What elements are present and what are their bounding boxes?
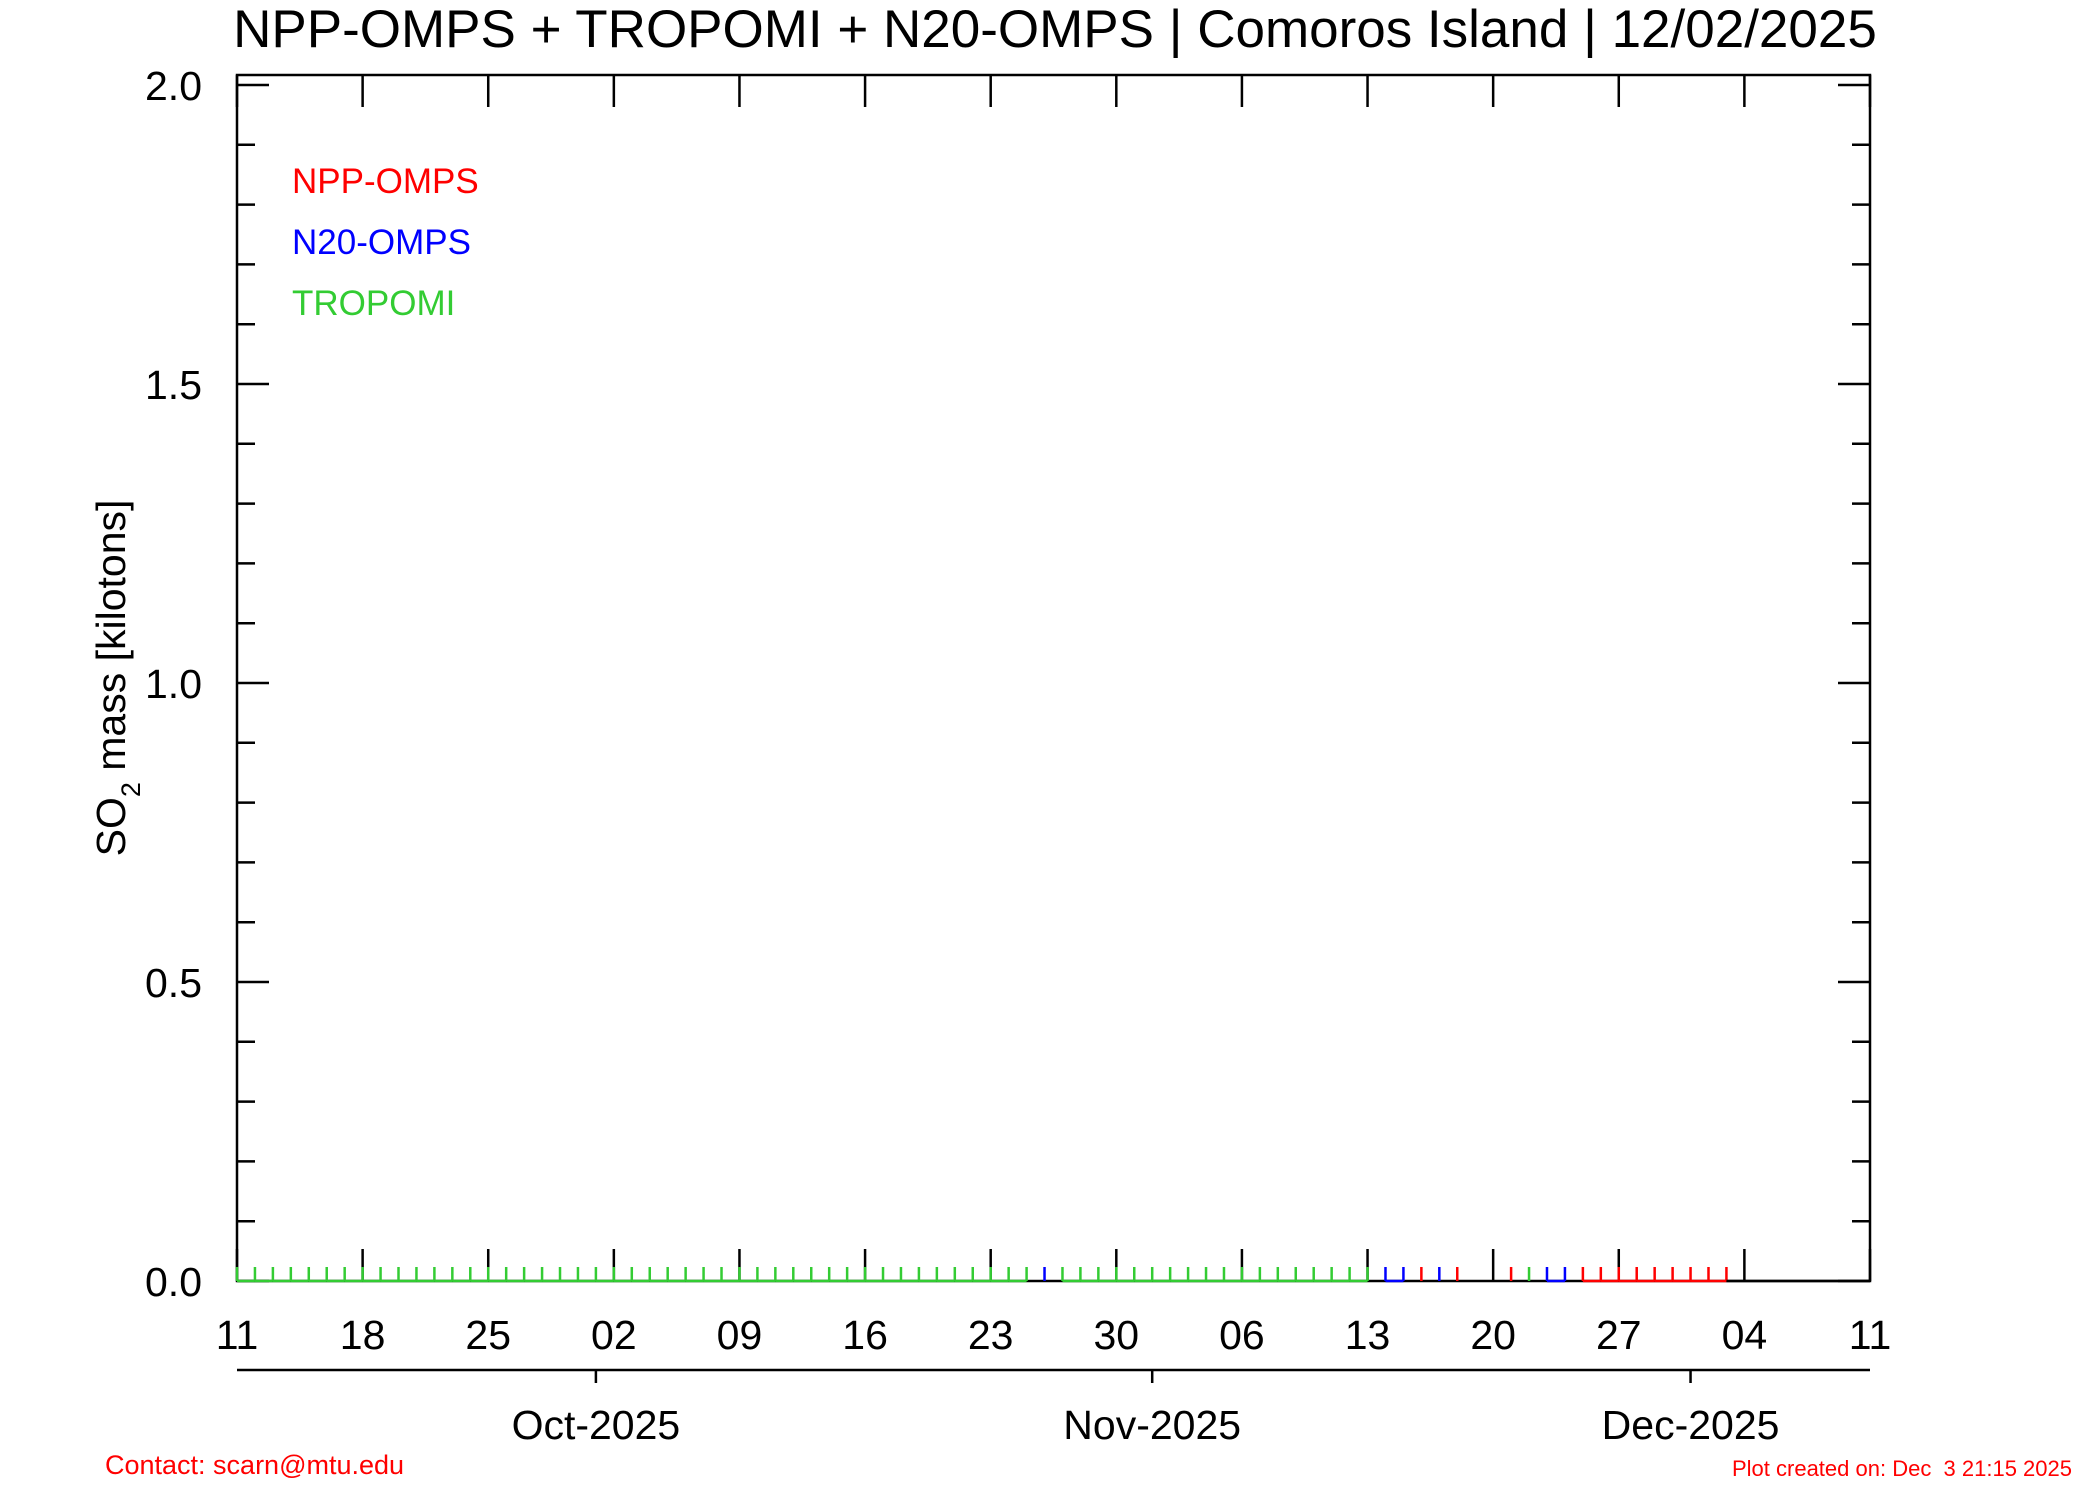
- series-npp-omps: [1420, 1267, 1728, 1283]
- month-label: Dec-2025: [1602, 1402, 1780, 1448]
- plot-created-text: Plot created on: Dec 3 21:15 2025: [1732, 1456, 2072, 1481]
- y-tick-label: 1.0: [145, 661, 202, 707]
- y-axis-label-rest: mass [kilotons]: [88, 500, 134, 783]
- x-tick-label: 20: [1470, 1312, 1516, 1358]
- y-axis-label-subscript: 2: [116, 782, 146, 797]
- series-layer: [235, 1267, 1870, 1283]
- legend-entry-n20-omps: N20-OMPS: [292, 223, 471, 262]
- legend-entry-npp-omps: NPP-OMPS: [292, 162, 479, 201]
- y-axis-label-main: SO: [88, 797, 134, 856]
- contact-text: Contact: scarn@mtu.edu: [105, 1450, 404, 1480]
- legend: NPP-OMPS N20-OMPS TROPOMI: [292, 162, 479, 323]
- y-tick-label: 2.0: [145, 63, 202, 109]
- x-tick-label: 25: [465, 1312, 511, 1358]
- x-tick-label: 23: [968, 1312, 1014, 1358]
- x-tick-label: 16: [842, 1312, 888, 1358]
- x-tick-label: 30: [1094, 1312, 1140, 1358]
- month-label: Oct-2025: [512, 1402, 681, 1448]
- y-axis-label: SO2 mass [kilotons]: [88, 500, 146, 857]
- x-tick-label: 13: [1345, 1312, 1391, 1358]
- x-tick-label: 04: [1722, 1312, 1768, 1358]
- x-tick-label: 09: [717, 1312, 763, 1358]
- x-tick-label: 11: [1849, 1312, 1892, 1358]
- y-tick-label: 1.5: [145, 362, 202, 408]
- chart-title: NPP-OMPS + TROPOMI + N20-OMPS | Comoros …: [233, 0, 1877, 59]
- month-axis: Oct-2025 Nov-2025 Dec-2025: [237, 1368, 1870, 1448]
- series-n20-omps: [1043, 1267, 1567, 1283]
- y-tick-label: 0.0: [145, 1259, 202, 1305]
- y-axis: 0.0 0.5 1.0 1.5 2.0: [145, 63, 1870, 1305]
- x-tick-label: 02: [591, 1312, 637, 1358]
- plot-border: [235, 73, 1872, 1283]
- x-tick-label: 11: [216, 1312, 259, 1358]
- series-tropomi: [235, 1267, 1531, 1283]
- x-tick-label: 18: [340, 1312, 386, 1358]
- legend-entry-tropomi: TROPOMI: [292, 284, 455, 323]
- x-tick-label: 27: [1596, 1312, 1642, 1358]
- month-label: Nov-2025: [1063, 1402, 1241, 1448]
- y-tick-label: 0.5: [145, 960, 202, 1006]
- plot-frame: [235, 73, 1872, 1283]
- x-axis: 11 18 25 02 09 16 23 30 06 13 20 27 04 11: [216, 75, 1892, 1358]
- x-tick-label: 06: [1219, 1312, 1265, 1358]
